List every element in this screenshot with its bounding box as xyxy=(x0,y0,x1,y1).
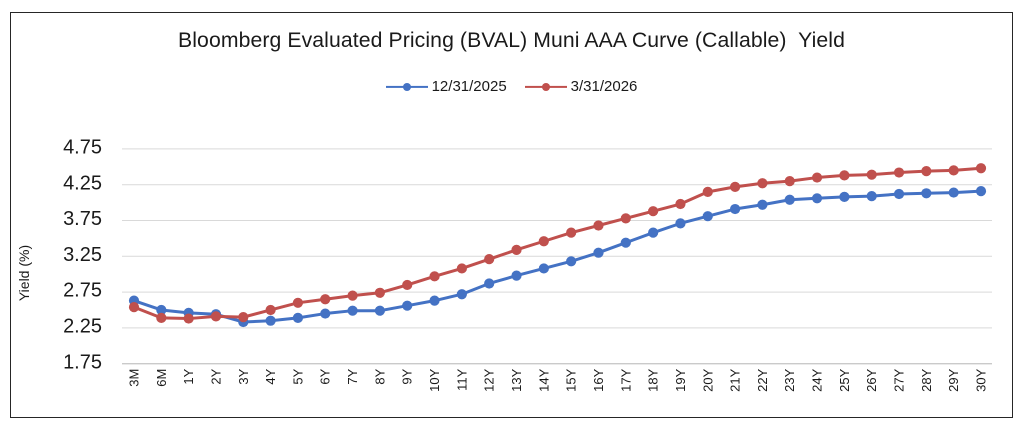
svg-text:8Y: 8Y xyxy=(372,368,387,384)
svg-text:25Y: 25Y xyxy=(837,368,852,391)
svg-text:3M: 3M xyxy=(127,369,142,387)
svg-text:3.75: 3.75 xyxy=(63,208,102,230)
svg-text:28Y: 28Y xyxy=(919,368,934,391)
svg-text:6Y: 6Y xyxy=(318,368,333,384)
svg-text:13Y: 13Y xyxy=(509,368,524,391)
svg-text:2.75: 2.75 xyxy=(63,280,102,302)
svg-text:15Y: 15Y xyxy=(564,368,579,391)
svg-text:14Y: 14Y xyxy=(536,368,551,391)
svg-text:23Y: 23Y xyxy=(782,368,797,391)
svg-text:20Y: 20Y xyxy=(700,368,715,391)
svg-text:16Y: 16Y xyxy=(591,368,606,391)
svg-text:26Y: 26Y xyxy=(864,368,879,391)
svg-text:Yield (%): Yield (%) xyxy=(16,245,32,301)
svg-text:9Y: 9Y xyxy=(400,368,415,384)
svg-text:30Y: 30Y xyxy=(974,368,989,391)
svg-text:7Y: 7Y xyxy=(345,368,360,384)
svg-text:2Y: 2Y xyxy=(208,368,223,384)
svg-text:2.25: 2.25 xyxy=(63,316,102,338)
svg-text:27Y: 27Y xyxy=(892,368,907,391)
svg-text:4.75: 4.75 xyxy=(63,137,102,159)
svg-text:19Y: 19Y xyxy=(673,368,688,391)
svg-text:4Y: 4Y xyxy=(263,368,278,384)
svg-text:29Y: 29Y xyxy=(946,368,961,391)
svg-text:3Y: 3Y xyxy=(236,368,251,384)
svg-text:12Y: 12Y xyxy=(482,368,497,391)
svg-text:6M: 6M xyxy=(154,369,169,387)
svg-text:1.75: 1.75 xyxy=(63,351,102,373)
svg-text:17Y: 17Y xyxy=(618,368,633,391)
svg-text:10Y: 10Y xyxy=(427,368,442,391)
svg-text:21Y: 21Y xyxy=(728,368,743,391)
svg-text:5Y: 5Y xyxy=(290,368,305,384)
svg-text:1Y: 1Y xyxy=(181,368,196,384)
svg-text:4.25: 4.25 xyxy=(63,172,102,194)
svg-text:22Y: 22Y xyxy=(755,368,770,391)
svg-text:24Y: 24Y xyxy=(810,368,825,391)
svg-text:3.25: 3.25 xyxy=(63,244,102,266)
svg-text:11Y: 11Y xyxy=(454,368,469,390)
svg-text:18Y: 18Y xyxy=(646,368,661,391)
